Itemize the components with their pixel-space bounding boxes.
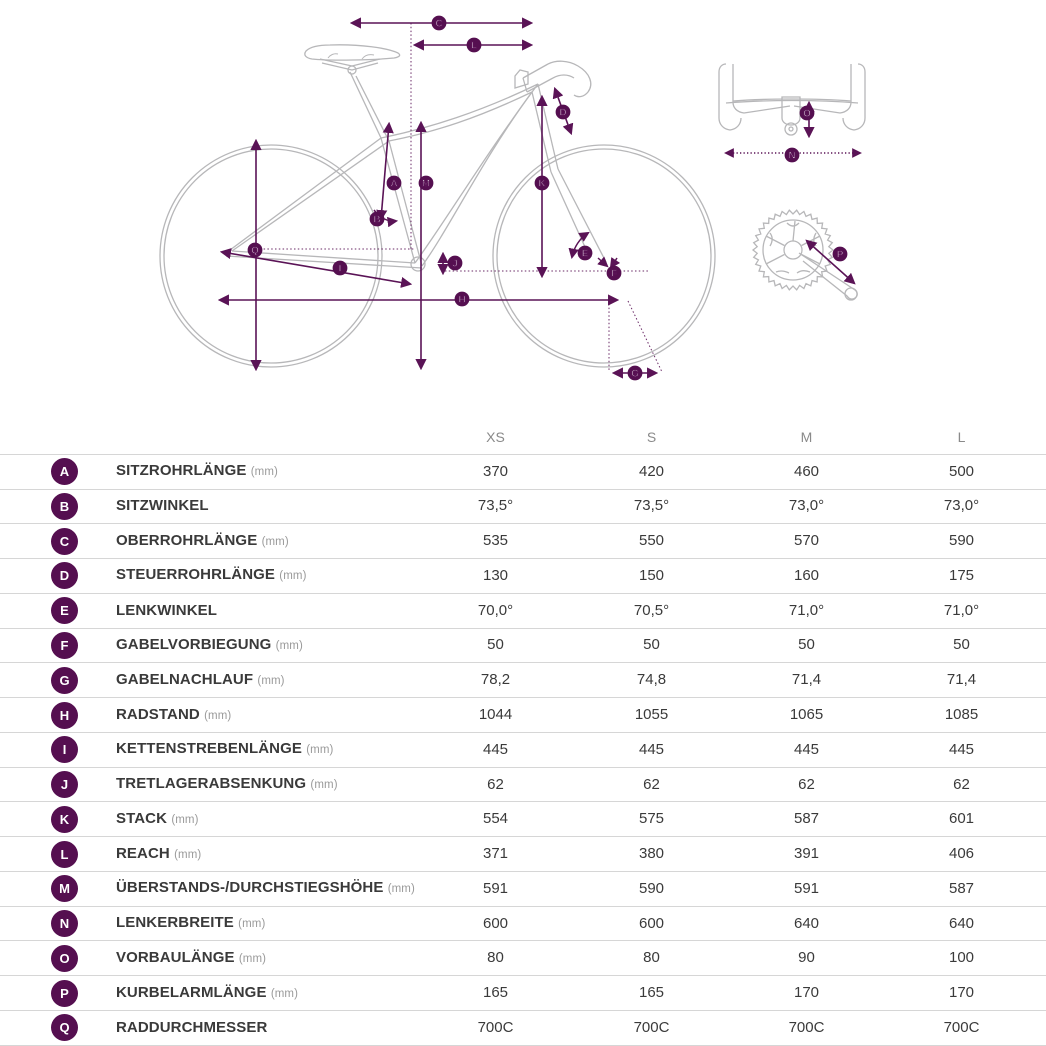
svg-text:F: F [611,268,617,279]
svg-text:D: D [559,107,566,118]
svg-text:J: J [452,258,457,269]
svg-text:C: C [435,18,442,29]
svg-text:P: P [837,249,844,260]
svg-text:B: B [373,214,380,225]
svg-text:G: G [631,368,639,379]
svg-text:H: H [458,294,465,305]
svg-text:M: M [422,178,430,189]
svg-text:K: K [538,178,545,189]
svg-text:L: L [471,40,477,51]
svg-text:N: N [788,150,795,161]
svg-text:I: I [339,263,342,274]
svg-text:Q: Q [251,245,259,256]
svg-text:A: A [390,178,397,189]
svg-text:E: E [582,248,589,259]
svg-text:O: O [803,108,811,119]
